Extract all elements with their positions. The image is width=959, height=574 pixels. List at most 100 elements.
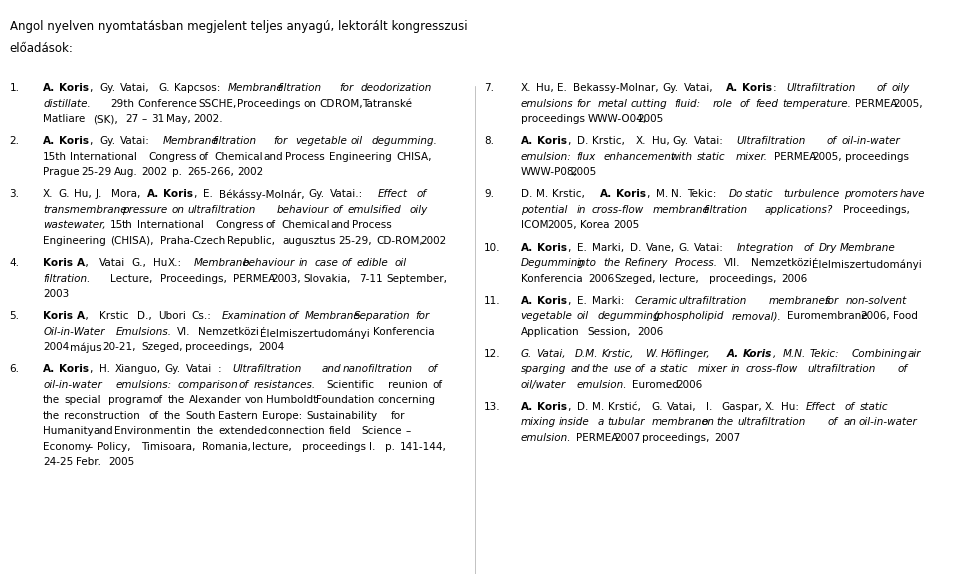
Text: Békássy-Molnár,: Békássy-Molnár, — [219, 189, 304, 200]
Text: Nemzetközi: Nemzetközi — [751, 258, 812, 268]
Text: 265-266,: 265-266, — [188, 168, 234, 177]
Text: 2002: 2002 — [421, 236, 447, 246]
Text: cutting: cutting — [630, 99, 667, 108]
Text: I.: I. — [369, 442, 376, 452]
Text: ,: , — [89, 137, 93, 146]
Text: Hu: Hu — [152, 258, 167, 268]
Text: Membrane: Membrane — [194, 258, 249, 268]
Text: 5.: 5. — [10, 311, 19, 321]
Text: Timisoara,: Timisoara, — [141, 442, 196, 452]
Text: 141-144,: 141-144, — [400, 442, 447, 452]
Text: X.: X. — [636, 137, 646, 146]
Text: ,: , — [567, 243, 571, 253]
Text: Prague: Prague — [43, 168, 80, 177]
Text: Marki,: Marki, — [592, 243, 624, 253]
Text: Membrane: Membrane — [840, 243, 896, 253]
Text: Bekassy-Molnar,: Bekassy-Molnar, — [573, 83, 659, 93]
Text: J.: J. — [95, 189, 102, 199]
Text: Euromembrane: Euromembrane — [787, 311, 868, 321]
Text: Conference: Conference — [137, 99, 197, 108]
Text: ,: , — [773, 349, 776, 359]
Text: 2002.: 2002. — [194, 114, 222, 124]
Text: oil-in-water: oil-in-water — [858, 417, 918, 427]
Text: A.: A. — [521, 296, 533, 305]
Text: G.,: G., — [131, 258, 147, 268]
Text: concerning: concerning — [377, 395, 435, 405]
Text: ,: , — [89, 83, 93, 93]
Text: ,: , — [567, 402, 571, 412]
Text: Praha-Czech: Praha-Czech — [160, 236, 225, 246]
Text: A.: A. — [521, 402, 533, 412]
Text: Sustainability: Sustainability — [306, 411, 377, 421]
Text: tubular: tubular — [607, 417, 644, 427]
Text: emulsion.: emulsion. — [576, 380, 627, 390]
Text: Refinery: Refinery — [624, 258, 667, 268]
Text: I.: I. — [706, 402, 712, 412]
Text: vegetable: vegetable — [521, 311, 573, 321]
Text: oil: oil — [576, 311, 589, 321]
Text: Foundation: Foundation — [316, 395, 374, 405]
Text: 20-21,: 20-21, — [103, 342, 136, 352]
Text: Vatai:: Vatai: — [694, 243, 724, 253]
Text: Emulsions.: Emulsions. — [116, 327, 172, 336]
Text: on: on — [701, 417, 714, 427]
Text: static: static — [697, 152, 726, 162]
Text: oil: oil — [351, 137, 363, 146]
Text: Koris: Koris — [43, 258, 73, 268]
Text: nanofiltration: nanofiltration — [343, 364, 413, 374]
Text: Koris: Koris — [616, 189, 645, 199]
Text: sparging: sparging — [521, 364, 566, 374]
Text: 2005: 2005 — [613, 220, 640, 230]
Text: A.: A. — [43, 364, 56, 374]
Text: Food: Food — [893, 311, 918, 321]
Text: lecture,: lecture, — [252, 442, 292, 452]
Text: reunion: reunion — [388, 380, 428, 390]
Text: Hu,: Hu, — [74, 189, 92, 199]
Text: of: of — [827, 137, 836, 146]
Text: Élelmiszertudományi: Élelmiszertudományi — [260, 327, 369, 339]
Text: connection: connection — [268, 426, 325, 436]
Text: Krstic,: Krstic, — [592, 137, 625, 146]
Text: –: – — [406, 426, 411, 436]
Text: Process: Process — [352, 220, 391, 230]
Text: Romania,: Romania, — [202, 442, 251, 452]
Text: D.: D. — [576, 137, 588, 146]
Text: –: – — [87, 442, 92, 452]
Text: 25-29,: 25-29, — [339, 236, 372, 246]
Text: enhancement: enhancement — [603, 152, 675, 162]
Text: of: of — [897, 364, 907, 374]
Text: Republic,: Republic, — [227, 236, 275, 246]
Text: membranes: membranes — [768, 296, 830, 305]
Text: May,: May, — [166, 114, 191, 124]
Text: PERMEA: PERMEA — [233, 274, 275, 284]
Text: Hu,: Hu, — [536, 83, 554, 93]
Text: an: an — [843, 417, 856, 427]
Text: Chemical: Chemical — [214, 152, 263, 162]
Text: into: into — [576, 258, 596, 268]
Text: International: International — [137, 220, 204, 230]
Text: G.: G. — [679, 243, 690, 253]
Text: Policy,: Policy, — [97, 442, 130, 452]
Text: Koris: Koris — [537, 402, 567, 412]
Text: 27: 27 — [126, 114, 139, 124]
Text: Koris: Koris — [59, 137, 89, 146]
Text: use: use — [613, 364, 631, 374]
Text: mixer: mixer — [698, 364, 728, 374]
Text: Europe:: Europe: — [262, 411, 302, 421]
Text: membrane: membrane — [653, 205, 710, 215]
Text: promoters: promoters — [844, 189, 898, 199]
Text: PERMEA: PERMEA — [854, 99, 897, 108]
Text: special: special — [64, 395, 101, 405]
Text: Krstic,: Krstic, — [551, 189, 585, 199]
Text: for: for — [824, 296, 838, 305]
Text: Tekic:: Tekic: — [809, 349, 839, 359]
Text: of: of — [428, 364, 437, 374]
Text: static: static — [660, 364, 688, 374]
Text: and: and — [93, 426, 112, 436]
Text: 29th: 29th — [110, 99, 134, 108]
Text: Process: Process — [285, 152, 325, 162]
Text: applications?: applications? — [764, 205, 832, 215]
Text: 13.: 13. — [484, 402, 501, 412]
Text: 2.: 2. — [10, 137, 19, 146]
Text: deodorization: deodorization — [361, 83, 432, 93]
